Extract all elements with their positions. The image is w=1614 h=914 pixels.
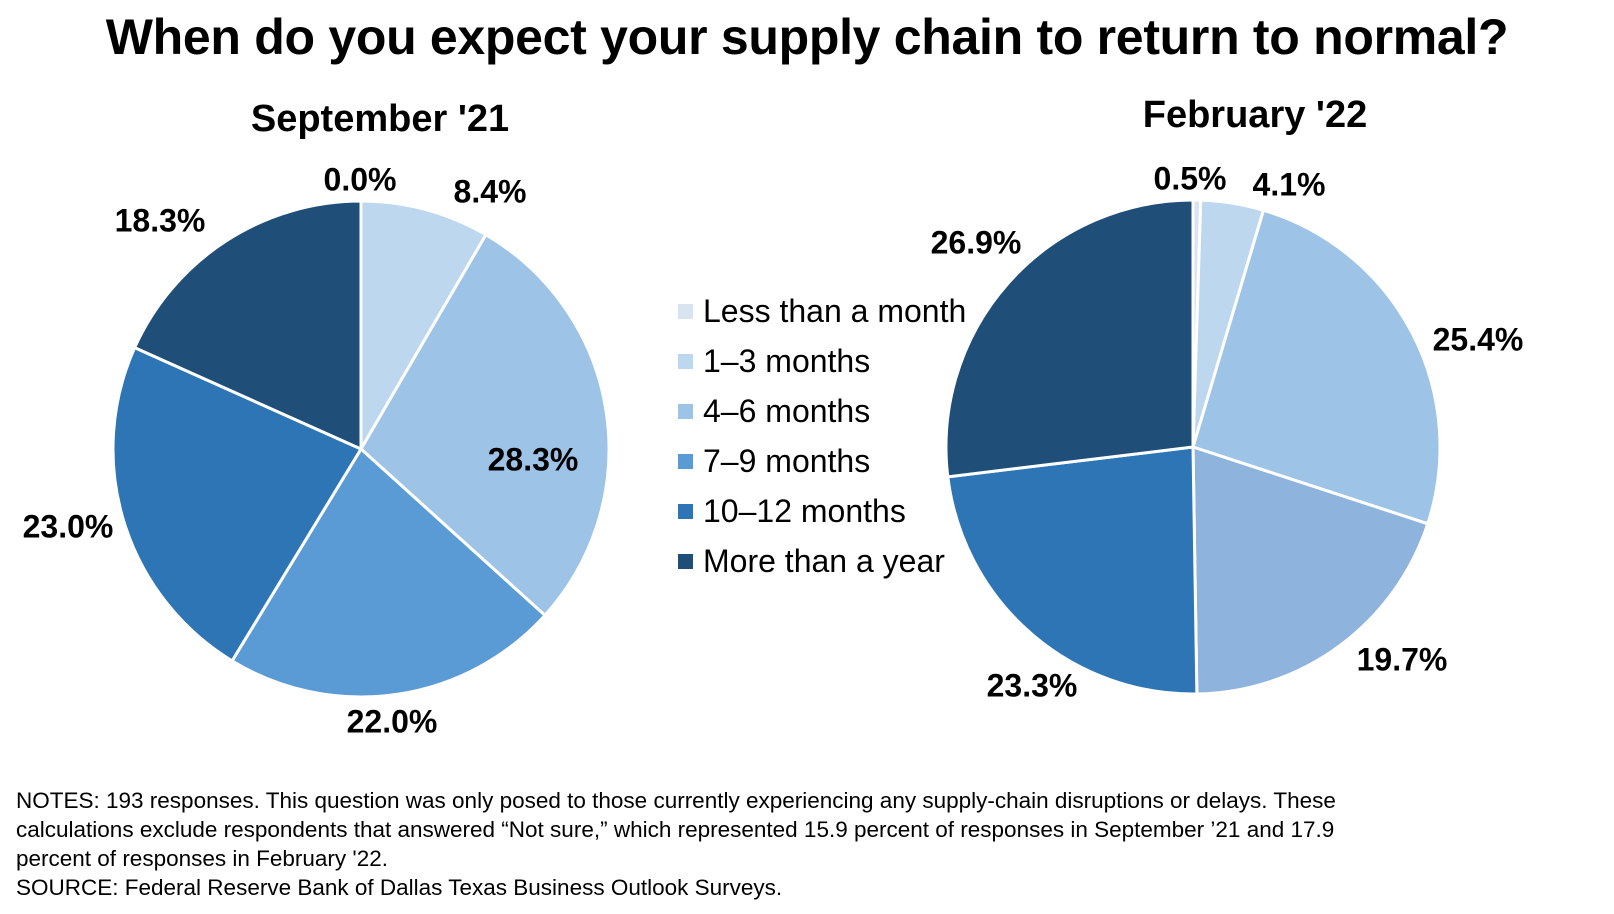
legend-item-7-9-months: 7–9 months [678, 436, 966, 486]
pie-slice-more-than-a-year [944, 198, 1195, 479]
pie-title-september-21: September '21 [250, 98, 510, 140]
pie-title-february-22: February '22 [1142, 94, 1368, 136]
data-label-7-9-months: 19.7% [1357, 641, 1448, 677]
legend-swatch [678, 553, 693, 569]
legend-swatch [678, 503, 693, 519]
pie-slice-10-12-months [111, 345, 364, 663]
pie-slice-1-3-months [359, 199, 488, 455]
data-label-more-than-a-year: 26.9% [931, 224, 1022, 260]
data-label-1-3-months: 8.4% [454, 173, 527, 209]
notes-line-1: NOTES: 193 responses. This question was … [16, 788, 1336, 813]
legend-item-less-than-a-month: Less than a month [678, 286, 966, 336]
legend-label: 10–12 months [703, 492, 906, 529]
data-label-less-than-a-month: 0.5% [1154, 160, 1227, 196]
data-label-1-3-months: 4.1% [1253, 166, 1326, 202]
notes-line-3: percent of responses in February '22. [16, 846, 388, 871]
pie-slice-more-than-a-year [132, 199, 363, 452]
legend-item-more-than-a-year: More than a year [678, 536, 966, 586]
data-label-more-than-a-year: 18.3% [115, 202, 206, 238]
pie-september-21: 0.0% 8.4% 28.3% 22.0% 23.0% 18.3% [23, 161, 611, 739]
legend-swatch [678, 353, 693, 369]
pie-slice-4-6-months [1191, 208, 1442, 526]
legend-swatch [678, 303, 693, 319]
data-label-4-6-months: 25.4% [1433, 321, 1524, 357]
notes-line-2: calculations exclude respondents that an… [16, 817, 1335, 842]
notes-block: NOTES: 193 responses. This question was … [16, 786, 1601, 902]
data-label-10-12-months: 23.3% [987, 667, 1078, 703]
legend-label: 1–3 months [703, 342, 871, 379]
legend-label: 4–6 months [703, 392, 871, 429]
legend-item-1-3-months: 1–3 months [678, 336, 966, 386]
pie-slice-4-6-months [359, 232, 611, 618]
data-label-7-9-months: 22.0% [347, 703, 438, 739]
data-label-less-than-a-month: 0.0% [324, 161, 397, 197]
legend-label: Less than a month [703, 292, 967, 329]
legend-item-4-6-months: 4–6 months [678, 386, 966, 436]
legend-swatch [678, 453, 693, 469]
data-label-4-6-months: 28.3% [488, 441, 579, 477]
data-label-10-12-months: 23.0% [23, 508, 114, 544]
chart-title: When do you expect your supply chain to … [105, 9, 1509, 65]
pie-february-22: 0.5% 4.1% 25.4% 19.7% 23.3% 26.9% [931, 160, 1524, 703]
pie-slice-7-9-months [230, 446, 548, 699]
source-line: SOURCE: Federal Reserve Bank of Dallas T… [16, 875, 783, 900]
legend-label: More than a year [703, 542, 945, 579]
legend-swatch [678, 403, 693, 419]
legend-label: 7–9 months [703, 442, 871, 479]
pie-slice-10-12-months [946, 445, 1199, 696]
legend: Less than a month 1–3 months 4–6 months … [678, 286, 966, 586]
pie-slice-7-9-months [1191, 444, 1430, 696]
legend-item-10-12-months: 10–12 months [678, 486, 966, 536]
